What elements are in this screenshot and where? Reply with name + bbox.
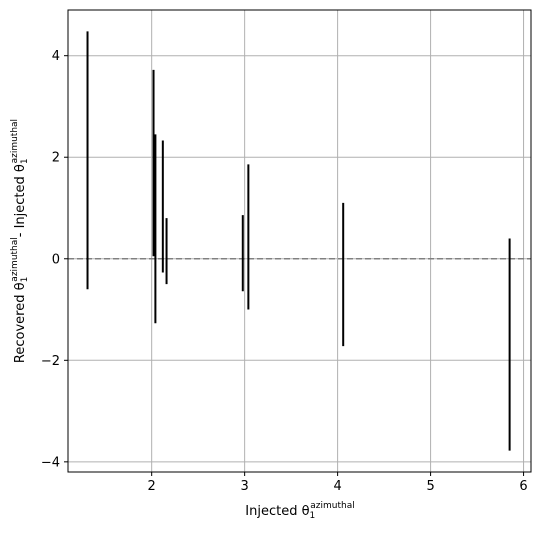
errorbars <box>86 31 511 451</box>
y-axis-ticks: −4 −2 0 2 4 <box>41 49 68 470</box>
grid <box>68 10 531 472</box>
x-axis-label: Injected θ1azimuthal <box>245 501 354 521</box>
x-tick-label: 5 <box>426 479 434 494</box>
y-tick-label: −2 <box>41 354 60 369</box>
y-axis-label-part2-sub: 1 <box>20 158 30 164</box>
y-tick-label: 4 <box>52 49 60 64</box>
y-axis-label-separator: - <box>13 228 28 237</box>
x-axis-ticks: 2 3 4 5 6 <box>148 472 528 494</box>
x-tick-label: 6 <box>519 479 527 494</box>
y-axis-label-part2-main: Injected θ <box>13 164 28 228</box>
plot-area <box>68 10 531 472</box>
x-tick-label: 4 <box>333 479 341 494</box>
y-axis-label: Recovered θ1azimuthal- Injected θ1azimut… <box>10 119 30 363</box>
y-axis-label-part1-main: Recovered θ <box>13 282 28 363</box>
x-tick-label: 3 <box>241 479 249 494</box>
x-axis-label-main: Injected θ <box>245 504 309 519</box>
y-tick-label: −4 <box>41 455 60 470</box>
axes-frame <box>67 9 532 473</box>
y-tick-label: 2 <box>52 151 60 166</box>
x-axis-label-sup: azimuthal <box>310 501 354 511</box>
x-axis-label-sub: 1 <box>310 511 316 521</box>
x-tick-label: 2 <box>148 479 156 494</box>
y-axis-label-part2-sup: azimuthal <box>10 119 20 163</box>
y-axis-label-part1-sup: azimuthal <box>10 237 20 281</box>
y-tick-label: 0 <box>52 252 60 267</box>
y-axis-label-part1-sub: 1 <box>20 277 30 283</box>
